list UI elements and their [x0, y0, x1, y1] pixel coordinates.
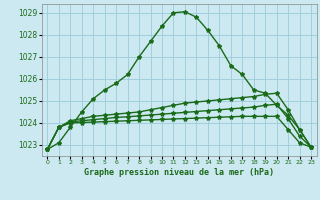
X-axis label: Graphe pression niveau de la mer (hPa): Graphe pression niveau de la mer (hPa): [84, 168, 274, 177]
